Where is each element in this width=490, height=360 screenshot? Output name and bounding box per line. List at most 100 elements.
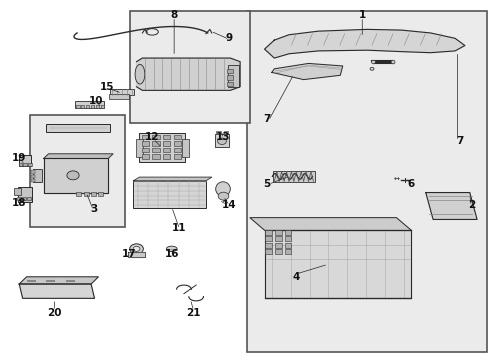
Bar xyxy=(133,181,206,208)
Bar xyxy=(223,131,228,134)
Bar xyxy=(227,75,233,80)
Bar xyxy=(215,134,229,147)
Text: 7: 7 xyxy=(263,114,270,124)
Text: 8: 8 xyxy=(171,10,178,20)
Text: 20: 20 xyxy=(47,308,62,318)
Text: 10: 10 xyxy=(89,96,103,106)
Bar xyxy=(19,155,31,166)
Bar xyxy=(86,105,89,108)
Bar xyxy=(273,171,315,182)
Bar xyxy=(163,141,171,146)
Text: 18: 18 xyxy=(12,198,26,208)
Text: 3: 3 xyxy=(90,204,97,214)
Text: ↔: ↔ xyxy=(393,177,399,183)
Bar xyxy=(142,148,149,152)
Polygon shape xyxy=(19,277,98,284)
Bar xyxy=(19,163,22,166)
Ellipse shape xyxy=(133,246,140,251)
Bar xyxy=(163,135,171,139)
Bar xyxy=(227,69,233,73)
Polygon shape xyxy=(426,193,477,220)
Polygon shape xyxy=(134,177,212,181)
Bar xyxy=(275,243,282,248)
Text: 1: 1 xyxy=(359,10,366,20)
Bar xyxy=(228,65,239,87)
Bar xyxy=(27,197,31,201)
Bar xyxy=(275,230,282,235)
Bar xyxy=(30,116,125,226)
Bar xyxy=(163,148,171,152)
Bar xyxy=(17,197,21,201)
Bar xyxy=(152,148,160,152)
Text: 7: 7 xyxy=(456,136,464,145)
Bar xyxy=(31,179,35,182)
Text: 19: 19 xyxy=(12,153,26,163)
Bar xyxy=(130,12,250,123)
Bar xyxy=(22,197,26,201)
Bar xyxy=(28,163,32,166)
Bar xyxy=(265,237,272,241)
Bar xyxy=(139,134,185,162)
Bar xyxy=(96,105,99,108)
Ellipse shape xyxy=(370,67,374,70)
Text: 5: 5 xyxy=(263,179,270,189)
Bar xyxy=(285,243,292,248)
Ellipse shape xyxy=(166,246,177,252)
Text: 14: 14 xyxy=(222,200,237,210)
Bar xyxy=(275,249,282,254)
Polygon shape xyxy=(19,284,95,298)
Bar xyxy=(227,82,233,86)
Bar xyxy=(174,135,181,139)
Bar xyxy=(75,101,104,108)
Bar xyxy=(182,139,189,157)
Text: 15: 15 xyxy=(100,82,115,92)
Text: 9: 9 xyxy=(226,33,233,43)
Text: 2: 2 xyxy=(468,200,476,210)
Bar xyxy=(152,135,160,139)
Bar xyxy=(46,125,110,132)
Bar xyxy=(152,141,160,146)
Bar xyxy=(76,192,81,197)
Bar xyxy=(265,230,272,235)
Bar xyxy=(18,187,32,202)
Ellipse shape xyxy=(218,192,229,200)
Bar xyxy=(24,163,27,166)
Bar xyxy=(265,243,272,248)
Polygon shape xyxy=(44,154,113,158)
Text: 6: 6 xyxy=(408,179,415,189)
Ellipse shape xyxy=(391,60,395,64)
Bar xyxy=(174,148,181,152)
Polygon shape xyxy=(265,30,465,58)
Polygon shape xyxy=(128,252,146,257)
Text: 13: 13 xyxy=(216,132,230,142)
Bar xyxy=(142,154,149,159)
Bar xyxy=(265,249,272,254)
Bar xyxy=(216,131,221,134)
Ellipse shape xyxy=(216,182,230,196)
Bar xyxy=(152,154,160,159)
Bar xyxy=(98,192,103,197)
Bar xyxy=(31,171,35,174)
Bar xyxy=(142,141,149,146)
Bar xyxy=(76,105,79,108)
Ellipse shape xyxy=(130,244,144,254)
Bar xyxy=(285,249,292,254)
Bar xyxy=(174,154,181,159)
Bar xyxy=(81,105,84,108)
Ellipse shape xyxy=(218,138,226,144)
Text: 16: 16 xyxy=(165,248,179,258)
Bar xyxy=(84,192,89,197)
Text: 21: 21 xyxy=(187,308,201,318)
Bar xyxy=(110,89,134,95)
Bar xyxy=(91,105,94,108)
Bar xyxy=(100,105,104,108)
Bar xyxy=(91,192,96,197)
Ellipse shape xyxy=(67,171,79,180)
Bar xyxy=(142,135,149,139)
Polygon shape xyxy=(137,58,240,90)
Bar xyxy=(163,154,171,159)
Text: 4: 4 xyxy=(293,272,300,282)
Polygon shape xyxy=(272,63,343,80)
Bar xyxy=(275,237,282,241)
Bar xyxy=(14,188,21,195)
